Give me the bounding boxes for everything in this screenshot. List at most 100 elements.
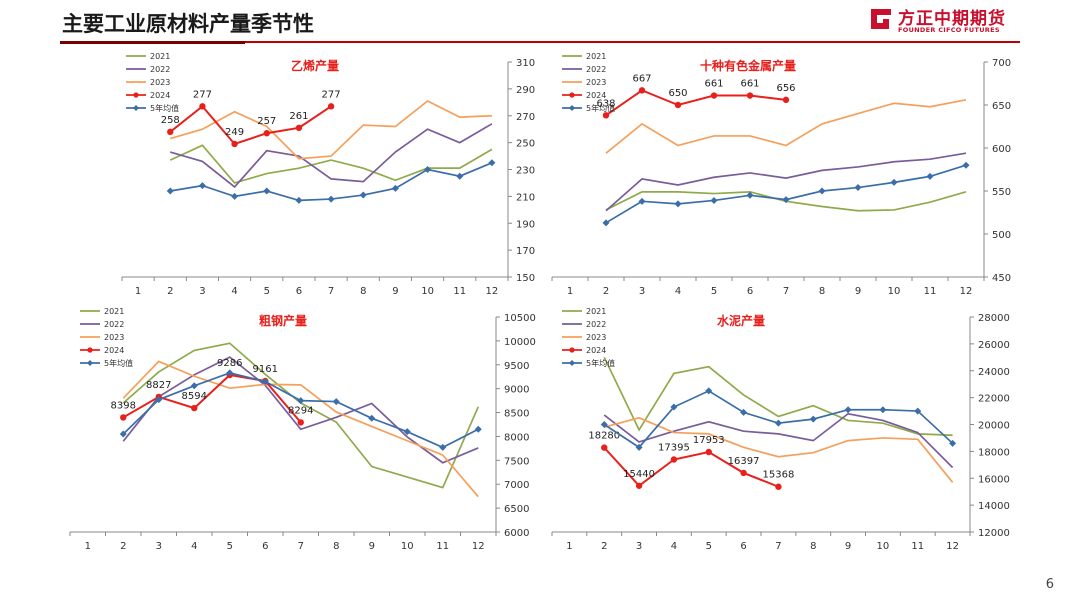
x-tick-label: 10 — [421, 286, 434, 297]
data-label-2024: 15368 — [763, 470, 795, 481]
title-divider — [60, 41, 1020, 43]
data-point-avg — [844, 406, 852, 414]
data-label-2024: 650 — [668, 88, 687, 99]
data-label-2024: 661 — [704, 79, 723, 90]
legend-label: 2022 — [586, 320, 606, 329]
series-line-2023 — [604, 416, 954, 483]
x-tick-label: 2 — [603, 286, 609, 297]
x-tick-label: 12 — [946, 541, 959, 552]
data-label-2024: 261 — [289, 111, 308, 122]
y-tick-label: 650 — [992, 101, 1011, 112]
series-line-2022 — [603, 412, 954, 469]
y-tick-label: 290 — [516, 85, 535, 96]
y-tick-label: 170 — [516, 246, 535, 257]
series-line-5年均值 — [605, 164, 967, 224]
data-label-2024: 277 — [193, 89, 212, 100]
data-point-avg — [740, 408, 748, 416]
y-tick-label: 700 — [992, 58, 1011, 69]
data-point-avg — [261, 378, 269, 385]
legend-marker — [569, 92, 575, 98]
data-label-2024: 277 — [322, 89, 341, 100]
data-point-avg — [879, 406, 887, 414]
x-tick-label: 2 — [120, 541, 126, 552]
x-tick-label: 2 — [601, 541, 607, 552]
data-point-avg — [198, 182, 206, 190]
logo-text-en: FOUNDER CIFCO FUTURES — [898, 26, 1000, 34]
y-tick-label: 8000 — [504, 432, 529, 443]
x-tick-label: 4 — [191, 541, 197, 552]
series-line-2024 — [603, 446, 779, 488]
x-tick-label: 3 — [199, 286, 205, 297]
data-point-2024 — [231, 140, 238, 148]
data-point-2024 — [167, 128, 174, 136]
legend-label: 2021 — [586, 52, 606, 61]
x-tick-label: 12 — [960, 286, 973, 297]
x-tick-label: 1 — [567, 286, 573, 297]
data-label-2024: 638 — [596, 98, 615, 109]
legend-label: 2023 — [586, 78, 606, 87]
legend-marker — [87, 360, 93, 366]
chart-title: 粗钢产量 — [259, 313, 307, 328]
x-tick-label: 4 — [671, 541, 677, 552]
x-tick-label: 9 — [855, 286, 861, 297]
company-logo: 方正中期期货 FOUNDER CIFCO FUTURES — [868, 4, 1018, 36]
data-label-2024: 8594 — [182, 391, 207, 402]
y-tick-label: 24000 — [978, 367, 1010, 378]
data-point-2024 — [710, 92, 718, 99]
data-label-2024: 249 — [225, 127, 244, 138]
y-tick-label: 14000 — [978, 501, 1010, 512]
data-label-2024: 661 — [740, 79, 759, 90]
chart-title: 十种有色金属产量 — [700, 58, 796, 73]
y-tick-label: 210 — [516, 192, 535, 203]
y-tick-label: 20000 — [978, 421, 1010, 432]
legend-label: 2021 — [150, 52, 170, 61]
data-point-avg — [705, 387, 713, 395]
y-tick-label: 6000 — [504, 528, 529, 539]
data-point-avg — [600, 421, 608, 428]
legend-label: 2021 — [586, 307, 606, 316]
legend-label: 5年均值 — [150, 103, 179, 113]
series-line-2024 — [605, 89, 787, 117]
data-label-2024: 17953 — [693, 435, 725, 446]
legend-label: 2023 — [104, 333, 124, 342]
data-label-2024: 667 — [632, 73, 651, 84]
legend-label: 2024 — [104, 346, 124, 355]
x-tick-label: 8 — [333, 541, 339, 552]
data-label-2024: 258 — [161, 115, 180, 126]
page-title: 主要工业原材料产量季节性 — [62, 12, 314, 36]
legend-label: 2024 — [586, 91, 606, 100]
data-label-2024: 9161 — [253, 364, 278, 375]
data-point-2024 — [670, 456, 678, 463]
y-tick-label: 16000 — [978, 474, 1010, 485]
data-label-2024: 8398 — [111, 400, 136, 411]
data-point-2024 — [674, 101, 682, 109]
data-point-2024 — [327, 103, 335, 110]
data-point-avg — [670, 403, 678, 411]
data-point-avg — [674, 200, 682, 208]
y-tick-label: 9000 — [504, 385, 529, 396]
data-point-2024 — [740, 469, 747, 477]
legend-marker — [569, 105, 575, 111]
data-point-avg — [190, 382, 198, 390]
legend-label: 5年均值 — [586, 103, 615, 113]
y-tick-label: 22000 — [978, 394, 1010, 405]
data-point-2024 — [295, 124, 303, 132]
data-label-2024: 16397 — [728, 456, 760, 467]
y-tick-label: 600 — [992, 144, 1011, 155]
x-tick-label: 11 — [436, 541, 449, 552]
data-point-avg — [635, 443, 643, 451]
page-number: 6 — [1045, 577, 1054, 592]
data-point-2024 — [602, 112, 610, 119]
data-point-avg — [746, 191, 754, 199]
data-point-avg — [226, 369, 234, 377]
y-tick-label: 10500 — [504, 313, 536, 324]
y-tick-label: 7500 — [504, 456, 529, 467]
data-point-2024 — [191, 404, 198, 412]
data-label-2024: 257 — [257, 116, 276, 127]
data-point-avg — [774, 419, 782, 427]
legend-label: 5年均值 — [586, 358, 615, 368]
data-point-2024 — [263, 130, 270, 137]
x-tick-label: 9 — [845, 541, 851, 552]
